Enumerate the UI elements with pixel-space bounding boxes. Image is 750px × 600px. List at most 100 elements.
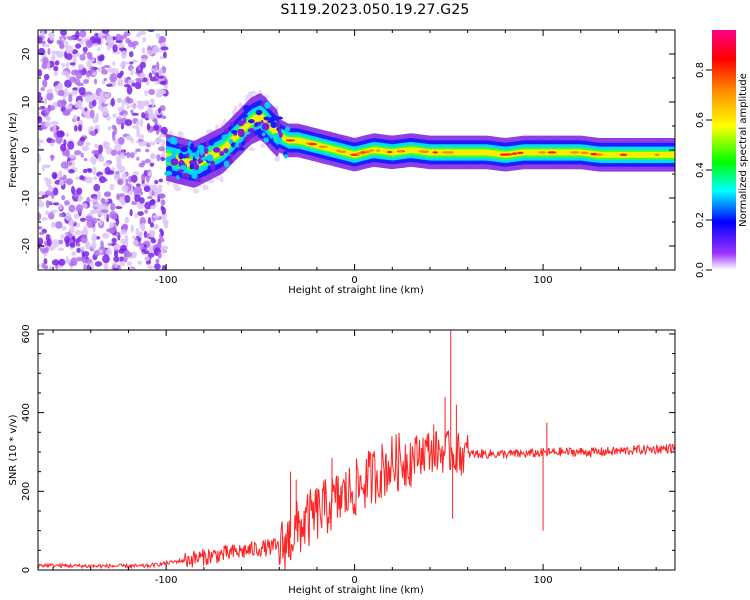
- ridge-peak: [580, 151, 589, 155]
- noise-point: [68, 154, 77, 159]
- noise-point: [63, 200, 70, 206]
- noise-point: [97, 47, 101, 52]
- noise-point: [152, 186, 158, 193]
- noise-point: [155, 258, 160, 264]
- noise-point: [68, 204, 76, 213]
- noise-point: [77, 100, 83, 108]
- noise-point: [38, 92, 42, 97]
- ridge-blob: [276, 120, 281, 128]
- noise-point: [148, 245, 152, 254]
- chart-title: S119.2023.050.19.27.G25: [280, 2, 470, 18]
- noise-point: [136, 156, 140, 161]
- noise-point: [160, 199, 166, 206]
- noise-point: [95, 112, 99, 122]
- noise-point: [141, 160, 146, 166]
- noise-point: [45, 200, 53, 205]
- ridge-blob: [228, 138, 234, 145]
- noise-point: [42, 44, 50, 48]
- noise-point: [144, 255, 150, 262]
- noise-point: [112, 44, 118, 53]
- ridge-blob: [189, 163, 194, 170]
- noise-point: [138, 141, 146, 147]
- noise-point: [75, 176, 81, 180]
- noise-point: [86, 60, 92, 68]
- noise-point: [113, 243, 121, 250]
- noise-point: [137, 260, 142, 265]
- ridge-blob: [177, 169, 184, 173]
- noise-point: [123, 83, 131, 88]
- colorbar-tick-label: 0.6: [695, 112, 706, 128]
- noise-point: [68, 218, 75, 227]
- noise-point: [152, 65, 157, 69]
- noise-point: [68, 226, 75, 234]
- noise-point: [38, 225, 43, 230]
- ridge-peak: [418, 150, 428, 153]
- noise-point: [126, 151, 131, 159]
- noise-point: [126, 85, 133, 95]
- noise-point: [48, 31, 55, 41]
- ridge-blob: [247, 119, 255, 124]
- noise-point: [87, 168, 93, 173]
- noise-point: [103, 263, 109, 270]
- noise-point: [38, 143, 41, 147]
- noise-point: [64, 40, 69, 50]
- noise-point: [97, 105, 104, 111]
- noise-point: [73, 213, 80, 219]
- noise-point: [155, 72, 160, 77]
- noise-point: [48, 265, 54, 270]
- ridge-blob: [197, 144, 205, 151]
- noise-point: [136, 133, 141, 138]
- noise-point: [53, 65, 59, 72]
- ridge-band: [166, 105, 675, 176]
- y-tick-label: 20: [21, 48, 32, 61]
- noise-point: [82, 251, 90, 257]
- ridge-blob: [278, 132, 283, 138]
- noise-point: [118, 47, 127, 52]
- ridge-blob: [284, 154, 288, 159]
- y-tick-label: 200: [21, 482, 32, 501]
- noise-point: [116, 50, 120, 55]
- x-tick-label: 100: [534, 275, 553, 286]
- noise-point: [54, 85, 59, 93]
- noise-point: [100, 198, 106, 204]
- noise-point: [53, 125, 57, 133]
- noise-point: [120, 152, 126, 159]
- ridge-blob: [223, 160, 230, 168]
- noise-point: [130, 137, 134, 144]
- ridge-blob: [203, 147, 209, 155]
- noise-point: [93, 183, 101, 192]
- noise-point: [38, 138, 42, 144]
- colorbar-tick-label: 0.0: [695, 262, 706, 278]
- noise-point: [154, 179, 159, 185]
- ridge-band: [166, 112, 675, 169]
- noise-point: [159, 56, 164, 60]
- noise-point: [76, 82, 84, 87]
- noise-point: [41, 217, 48, 221]
- ridge-blob: [229, 152, 234, 159]
- noise-point: [93, 143, 100, 149]
- ridge-blob: [257, 121, 261, 126]
- noise-point: [74, 150, 82, 156]
- snr-panel: -100 0 100 0 200 400 600 Height of straight li…: [8, 324, 676, 596]
- ridge-blob: [264, 101, 271, 109]
- noise-point: [82, 168, 88, 174]
- noise-point: [137, 79, 144, 84]
- noise-point: [83, 51, 88, 55]
- noise-point: [97, 55, 104, 62]
- noise-point: [42, 79, 48, 88]
- noise-point: [154, 119, 158, 126]
- ridge-blob: [193, 178, 202, 183]
- noise-point: [38, 69, 43, 77]
- noise-point: [83, 263, 87, 270]
- ridge-blob: [176, 174, 180, 180]
- noise-point: [146, 107, 152, 115]
- noise-point: [101, 232, 110, 239]
- noise-point: [149, 230, 155, 238]
- noise-point: [44, 121, 52, 128]
- noise-point: [126, 98, 134, 104]
- noise-point: [89, 199, 98, 203]
- noise-point: [113, 255, 120, 263]
- ridge-blob: [191, 172, 198, 180]
- noise-point: [47, 185, 54, 192]
